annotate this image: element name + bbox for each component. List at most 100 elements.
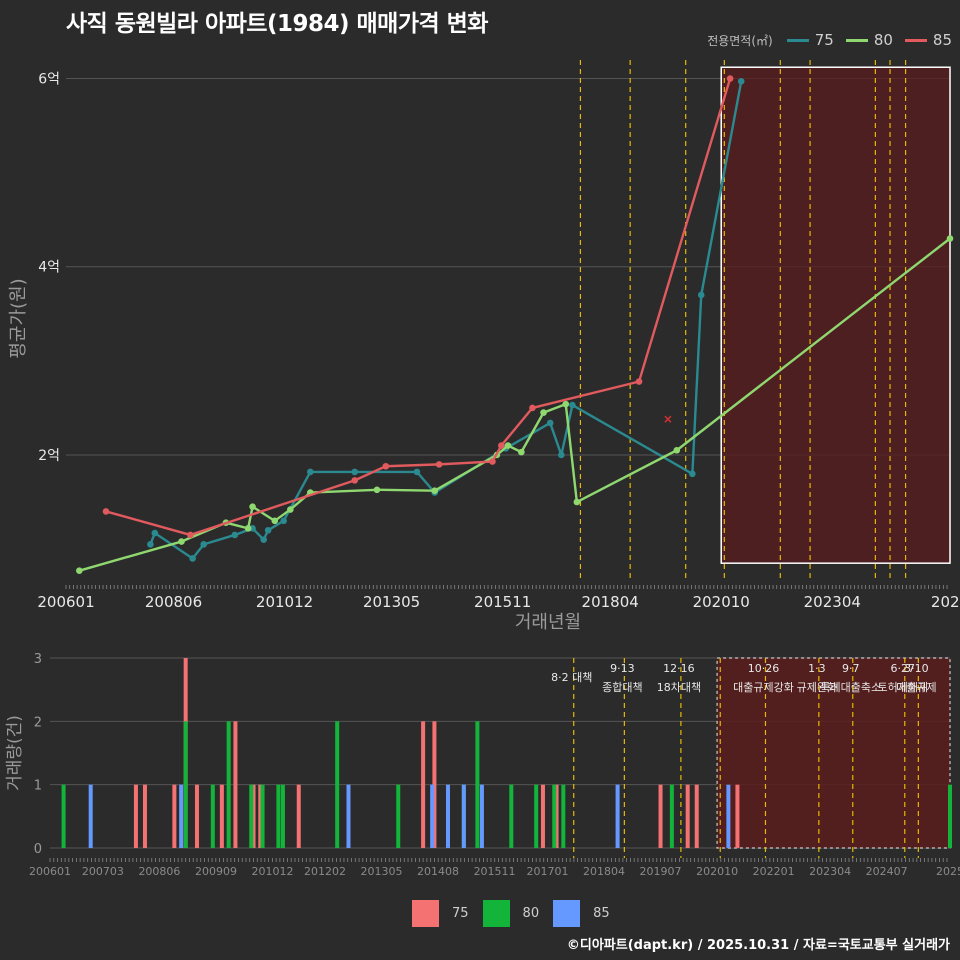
policy-date-label: 1·3 <box>808 662 826 675</box>
policy-name-label: 특례대출축소 <box>820 681 881 694</box>
volume-bar-85 <box>88 784 93 848</box>
data-point-80 <box>178 538 185 545</box>
data-point-75 <box>689 470 696 478</box>
volume-bar-75 <box>219 784 224 848</box>
policy-date-label: 9·13 <box>610 662 635 675</box>
bar-legend-item-75[interactable]: 75 <box>412 900 469 927</box>
legend-item-85[interactable]: 85 <box>904 31 952 49</box>
volume-bar-75 <box>685 784 690 848</box>
volume-bar-80 <box>561 784 566 848</box>
data-point-75 <box>280 517 287 525</box>
data-point-85 <box>489 458 496 465</box>
volume-bar-75 <box>554 784 559 848</box>
data-point-75 <box>189 555 196 562</box>
data-point-75 <box>413 468 421 476</box>
data-point-80 <box>540 409 547 416</box>
volume-bar-80 <box>948 784 952 848</box>
bar-y-tick-label: 2 <box>34 715 42 730</box>
volume-bar-75 <box>421 721 426 848</box>
y-axis-title: 평균가(원) <box>8 278 29 358</box>
line-legend: 전용면적(㎡) 75 80 85 <box>707 31 952 49</box>
bar-x-tick-label: 201408 <box>417 865 459 878</box>
volume-bar-85 <box>615 784 620 848</box>
source-footer: ©디아파트(dapt.kr) / 2025.10.31 / 자료=국토교통부 실… <box>566 938 950 953</box>
volume-bar-85 <box>430 784 435 848</box>
data-point-80 <box>504 442 512 449</box>
volume-bar-80 <box>61 784 66 848</box>
bar-x-tick-label: 202304 <box>809 865 851 878</box>
bar-x-tick-label: 201907 <box>640 865 682 878</box>
bar-x-tick-label: 200909 <box>195 865 237 878</box>
bar-x-tick-label: 200806 <box>138 865 180 878</box>
data-point-80 <box>249 503 256 511</box>
data-point-75 <box>569 401 576 409</box>
page-title: 사직 동원빌라 아파트(1984) 매매가격 변화 <box>66 11 488 37</box>
highlight-region <box>720 66 951 564</box>
data-point-85 <box>351 477 359 484</box>
y-tick-label: 2억 <box>38 448 60 464</box>
volume-bar-75 <box>172 784 177 848</box>
policy-date-label: 9·7 <box>842 662 860 675</box>
legend-item-80[interactable]: 80 <box>845 31 893 49</box>
volume-bar-80 <box>276 784 281 848</box>
bar-highlight-region <box>716 657 951 849</box>
series-line-85 <box>105 78 732 537</box>
data-point-80 <box>518 448 525 456</box>
bar-x-tick-label: 202407 <box>866 865 908 878</box>
data-point-80 <box>373 486 381 494</box>
outlier-marker <box>664 415 672 423</box>
policy-date-label: 3·10 <box>904 662 929 675</box>
data-point-75 <box>147 541 154 548</box>
bar-legend-label-85: 85 <box>593 906 610 921</box>
volume-bar-85 <box>726 784 731 848</box>
data-point-80 <box>244 525 252 532</box>
volume-bar-85 <box>461 784 466 848</box>
bar-legend-swatch-80 <box>482 900 510 927</box>
bar-y-axis-title: 거래량(건) <box>5 715 25 791</box>
bar-x-tick-label: 202010 <box>696 865 738 878</box>
data-point-75 <box>200 541 208 548</box>
volume-bar-85 <box>179 784 184 848</box>
bar-legend-swatch-85 <box>553 900 581 927</box>
volume-bar-75 <box>735 784 740 848</box>
legend-title: 전용면적(㎡) <box>707 33 773 48</box>
bar-legend-swatch-75 <box>412 900 439 927</box>
volume-bar-80 <box>183 721 188 848</box>
policy-date-label: 12·16 <box>663 662 695 675</box>
data-point-85 <box>435 461 443 468</box>
volume-bar-80 <box>509 784 514 848</box>
data-point-75 <box>737 78 745 85</box>
bar-x-tick-label: 201305 <box>361 865 403 878</box>
volume-bar-75 <box>133 784 138 848</box>
bar-y-tick-label: 1 <box>34 779 42 794</box>
bar-legend-item-85[interactable]: 85 <box>553 900 610 927</box>
volume-bar-85 <box>346 784 351 848</box>
policy-name-label: 규제완화 <box>797 681 837 694</box>
legend-swatch-80 <box>845 38 868 42</box>
data-point-75 <box>151 529 159 537</box>
data-point-85 <box>635 378 643 385</box>
policy-name-label: 대출규제 <box>896 681 936 694</box>
data-point-85 <box>726 75 734 82</box>
volume-bar-75 <box>296 784 301 848</box>
data-point-75 <box>264 526 272 534</box>
data-point-85 <box>102 508 110 515</box>
data-point-75 <box>231 531 239 539</box>
bar-x-tick-label: 201701 <box>526 865 568 878</box>
data-point-85 <box>187 531 194 539</box>
legend-item-75[interactable]: 75 <box>786 31 834 49</box>
data-point-75 <box>546 419 554 427</box>
volume-bar-75 <box>233 721 238 848</box>
data-point-75 <box>351 468 359 476</box>
bar-x-tick-label: 2025 <box>936 865 960 878</box>
volume-bar-75 <box>694 784 699 848</box>
bar-legend-item-80[interactable]: 80 <box>482 900 540 927</box>
volume-bar-75 <box>142 784 147 848</box>
legend-swatch-85 <box>904 38 927 42</box>
bar-x-tick-label: 202201 <box>753 865 795 878</box>
volume-bar-75 <box>258 784 263 848</box>
series-line-80 <box>78 237 951 572</box>
data-point-85 <box>498 442 505 449</box>
bar-legend-label-80: 80 <box>522 906 540 921</box>
